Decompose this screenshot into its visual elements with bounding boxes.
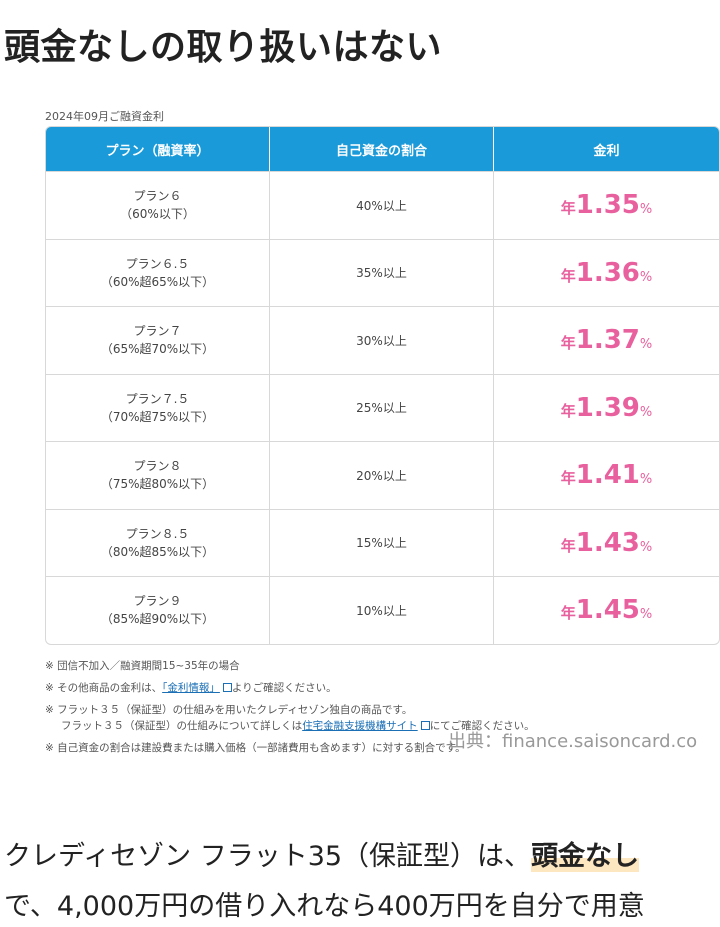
plan-range: （70%超75%以下） <box>100 409 215 424</box>
note-2-text: ※ その他商品の金利は、 <box>45 682 163 694</box>
rate-prefix: 年 <box>560 536 576 555</box>
plan-name: プラン７ <box>133 324 182 339</box>
rate-value: 1.39 <box>575 392 640 423</box>
note-3b-text: フラット３５（保証型）の仕組みについて詳しくは <box>61 720 303 732</box>
body-line-1-text: クレディセゾン フラット35（保証型）は、 <box>4 841 532 872</box>
rate-cell: 年1.36% <box>494 238 719 307</box>
ratio-cell: 20%以上 <box>270 441 494 509</box>
table-caption: 2024年09月ご融資金利 <box>45 110 164 123</box>
external-link-icon <box>420 721 430 730</box>
rate-cell: 年1.39% <box>494 373 719 442</box>
header-ratio: 自己資金の割合 <box>270 127 494 171</box>
ratio-cell: 25%以上 <box>270 373 494 441</box>
body-line-1: クレディセゾン フラット35（保証型）は、頭金なし <box>4 834 640 873</box>
rate-value: 1.41 <box>575 460 640 491</box>
rate-value: 1.45 <box>575 595 640 626</box>
rate-suffix: % <box>639 607 653 623</box>
rate-value: 1.43 <box>575 527 640 558</box>
plan-cell: プラン９ （85%超90%以下） <box>46 576 270 644</box>
rate-suffix: % <box>639 337 653 353</box>
header-plan: プラン（融資率） <box>46 127 270 171</box>
plan-cell: プラン７ （65%超70%以下） <box>46 306 270 374</box>
plan-cell: プラン８.５ （80%超85%以下） <box>46 508 270 576</box>
section-heading: 頭金なしの取り扱いはない <box>4 27 443 68</box>
rate-prefix: 年 <box>560 604 576 623</box>
ratio-cell: 15%以上 <box>270 508 494 576</box>
plan-range: （75%超80%以下） <box>100 477 215 492</box>
source-credit: 出典：finance.saisoncard.co <box>448 731 698 752</box>
jhf-site-link[interactable]: 住宅金融支援機構サイト <box>302 720 418 732</box>
rate-prefix: 年 <box>560 401 576 420</box>
plan-cell: プラン８ （75%超80%以下） <box>46 441 270 509</box>
plan-cell: プラン６ （60%以下） <box>46 171 270 239</box>
rate-suffix: % <box>639 269 653 285</box>
rate-suffix: % <box>639 539 653 555</box>
external-link-icon <box>222 683 232 692</box>
table-row: プラン７ （65%超70%以下） 30%以上 年1.37% <box>46 306 719 374</box>
rate-info-link[interactable]: 「金利情報」 <box>162 682 220 694</box>
plan-range: （60%以下） <box>120 207 195 222</box>
rate-prefix: 年 <box>560 334 576 353</box>
plan-name: プラン８ <box>133 459 182 474</box>
ratio-cell: 40%以上 <box>270 171 494 239</box>
rate-cell: 年1.41% <box>494 441 719 509</box>
table-row: プラン８ （75%超80%以下） 20%以上 年1.41% <box>46 441 719 509</box>
note-4: ※ 自己資金の割合は建設費または購入価格（一部諸費用も含めます）に対する割合です… <box>45 742 466 754</box>
ratio-cell: 10%以上 <box>270 576 494 644</box>
plan-name: プラン９ <box>133 594 182 609</box>
note-3b: フラット３５（保証型）の仕組みについて詳しくは住宅金融支援機構サイト にてご確認く… <box>61 718 535 733</box>
rate-suffix: % <box>639 472 653 488</box>
rate-cell: 年1.37% <box>494 306 719 374</box>
ratio-cell: 30%以上 <box>270 306 494 374</box>
table-row: プラン８.５ （80%超85%以下） 15%以上 年1.43% <box>46 508 719 577</box>
rate-table-figure: 2024年09月ご融資金利 プラン（融資率） 自己資金の割合 金利 プラン６ （6… <box>45 108 720 758</box>
highlighted-text: 頭金なし <box>531 841 640 872</box>
note-3b-text-end: にてご確認ください。 <box>429 720 535 732</box>
plan-name: プラン６.５ <box>125 256 190 271</box>
plan-name: プラン８.５ <box>125 526 190 541</box>
rate-cell: 年1.43% <box>494 508 719 577</box>
rate-cell: 年1.45% <box>494 576 719 644</box>
rate-prefix: 年 <box>560 469 576 488</box>
rate-value: 1.35 <box>575 190 640 221</box>
ratio-cell: 35%以上 <box>270 238 494 306</box>
plan-range: （60%超65%以下） <box>100 274 215 289</box>
plan-cell: プラン６.５ （60%超65%以下） <box>46 238 270 306</box>
note-3: ※ フラット３５（保証型）の仕組みを用いたクレディセゾン独自の商品です。 <box>45 704 413 716</box>
rate-prefix: 年 <box>560 199 576 218</box>
rate-suffix: % <box>639 404 653 420</box>
plan-range: （65%超70%以下） <box>100 342 215 357</box>
table-row: プラン６ （60%以下） 40%以上 年1.35% <box>46 171 719 239</box>
rate-suffix: % <box>639 202 653 218</box>
plan-range: （80%超85%以下） <box>100 544 215 559</box>
plan-range: （85%超90%以下） <box>100 612 215 627</box>
table-row: プラン９ （85%超90%以下） 10%以上 年1.45% <box>46 576 719 644</box>
rate-value: 1.36 <box>575 257 640 288</box>
rate-cell: 年1.35% <box>494 171 719 239</box>
table-row: プラン７.５ （70%超75%以下） 25%以上 年1.39% <box>46 373 719 442</box>
note-1: ※ 団信不加入／融資期間15~35年の場合 <box>45 660 240 672</box>
plan-cell: プラン７.５ （70%超75%以下） <box>46 373 270 441</box>
plan-name: プラン６ <box>133 189 182 204</box>
rate-prefix: 年 <box>560 266 576 285</box>
header-rate: 金利 <box>494 127 719 171</box>
rate-value: 1.37 <box>575 325 640 356</box>
note-2: ※ その他商品の金利は、「金利情報」 よりご確認ください。 <box>45 680 337 695</box>
rate-table: プラン（融資率） 自己資金の割合 金利 プラン６ （60%以下） 40%以上 年1.3… <box>45 126 720 645</box>
body-line-2: で、4,000万円の借り入れなら400万円を自分で用意 <box>4 891 645 922</box>
table-row: プラン６.５ （60%超65%以下） 35%以上 年1.36% <box>46 238 719 307</box>
plan-name: プラン７.５ <box>125 391 190 406</box>
table-header-row: プラン（融資率） 自己資金の割合 金利 <box>46 127 719 171</box>
note-2-text-end: よりご確認ください。 <box>231 682 337 694</box>
